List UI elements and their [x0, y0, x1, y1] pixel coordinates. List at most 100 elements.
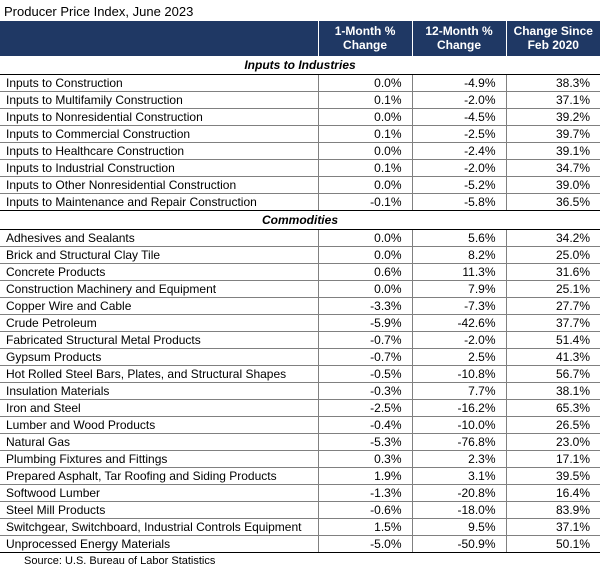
row-value: 16.4% — [506, 484, 600, 501]
row-value: -0.3% — [318, 382, 412, 399]
row-label: Construction Machinery and Equipment — [0, 280, 318, 297]
row-value: 51.4% — [506, 331, 600, 348]
header-12m: 12-Month % Change — [412, 21, 506, 56]
table-row: Plumbing Fixtures and Fittings0.3%2.3%17… — [0, 450, 600, 467]
row-label: Iron and Steel — [0, 399, 318, 416]
row-value: 56.7% — [506, 365, 600, 382]
table-row: Switchgear, Switchboard, Industrial Cont… — [0, 518, 600, 535]
row-value: 0.0% — [318, 246, 412, 263]
row-label: Gypsum Products — [0, 348, 318, 365]
source-text: Source: U.S. Bureau of Labor Statistics — [0, 553, 600, 567]
row-value: 65.3% — [506, 399, 600, 416]
table-row: Concrete Products0.6%11.3%31.6% — [0, 263, 600, 280]
row-label: Inputs to Maintenance and Repair Constru… — [0, 193, 318, 210]
row-value: 38.1% — [506, 382, 600, 399]
table-row: Unprocessed Energy Materials-5.0%-50.9%5… — [0, 535, 600, 552]
row-label: Inputs to Nonresidential Construction — [0, 108, 318, 125]
table-row: Inputs to Commercial Construction0.1%-2.… — [0, 125, 600, 142]
row-value: -7.3% — [412, 297, 506, 314]
row-value: 39.0% — [506, 176, 600, 193]
row-value: 27.7% — [506, 297, 600, 314]
row-value: 39.1% — [506, 142, 600, 159]
row-value: -0.7% — [318, 348, 412, 365]
row-value: -10.0% — [412, 416, 506, 433]
table-row: Inputs to Nonresidential Construction0.0… — [0, 108, 600, 125]
row-label: Unprocessed Energy Materials — [0, 535, 318, 552]
row-label: Insulation Materials — [0, 382, 318, 399]
table-row: Inputs to Industrial Construction0.1%-2.… — [0, 159, 600, 176]
row-value: 0.6% — [318, 263, 412, 280]
ppi-table: 1-Month % Change 12-Month % Change Chang… — [0, 21, 600, 553]
table-row: Copper Wire and Cable-3.3%-7.3%27.7% — [0, 297, 600, 314]
row-label: Hot Rolled Steel Bars, Plates, and Struc… — [0, 365, 318, 382]
section-header: Inputs to Industries — [0, 56, 600, 75]
row-label: Inputs to Industrial Construction — [0, 159, 318, 176]
table-row: Inputs to Construction0.0%-4.9%38.3% — [0, 74, 600, 91]
table-row: Inputs to Other Nonresidential Construct… — [0, 176, 600, 193]
row-value: 39.2% — [506, 108, 600, 125]
row-label: Lumber and Wood Products — [0, 416, 318, 433]
row-value: 34.2% — [506, 229, 600, 246]
row-value: -76.8% — [412, 433, 506, 450]
row-label: Plumbing Fixtures and Fittings — [0, 450, 318, 467]
section-header: Commodities — [0, 210, 600, 229]
row-label: Fabricated Structural Metal Products — [0, 331, 318, 348]
row-value: 11.3% — [412, 263, 506, 280]
row-value: 26.5% — [506, 416, 600, 433]
table-row: Crude Petroleum-5.9%-42.6%37.7% — [0, 314, 600, 331]
row-value: 2.5% — [412, 348, 506, 365]
table-row: Natural Gas-5.3%-76.8%23.0% — [0, 433, 600, 450]
row-value: 0.0% — [318, 280, 412, 297]
row-value: 0.0% — [318, 229, 412, 246]
row-value: -50.9% — [412, 535, 506, 552]
table-row: Construction Machinery and Equipment0.0%… — [0, 280, 600, 297]
row-value: 37.1% — [506, 518, 600, 535]
row-value: -1.3% — [318, 484, 412, 501]
row-value: 37.7% — [506, 314, 600, 331]
row-label: Inputs to Healthcare Construction — [0, 142, 318, 159]
table-head: 1-Month % Change 12-Month % Change Chang… — [0, 21, 600, 56]
row-value: 31.6% — [506, 263, 600, 280]
row-label: Crude Petroleum — [0, 314, 318, 331]
row-value: 2.3% — [412, 450, 506, 467]
row-value: 17.1% — [506, 450, 600, 467]
row-value: 0.3% — [318, 450, 412, 467]
row-value: 25.0% — [506, 246, 600, 263]
row-label: Inputs to Multifamily Construction — [0, 91, 318, 108]
row-value: 38.3% — [506, 74, 600, 91]
table-row: Prepared Asphalt, Tar Roofing and Siding… — [0, 467, 600, 484]
row-value: 5.6% — [412, 229, 506, 246]
row-value: -2.5% — [318, 399, 412, 416]
row-value: -0.4% — [318, 416, 412, 433]
ppi-table-container: Producer Price Index, June 2023 1-Month … — [0, 0, 600, 567]
row-value: -0.5% — [318, 365, 412, 382]
row-value: -2.0% — [412, 331, 506, 348]
row-label: Inputs to Commercial Construction — [0, 125, 318, 142]
row-value: 25.1% — [506, 280, 600, 297]
table-row: Brick and Structural Clay Tile0.0%8.2%25… — [0, 246, 600, 263]
row-value: -0.6% — [318, 501, 412, 518]
row-value: -10.8% — [412, 365, 506, 382]
row-label: Brick and Structural Clay Tile — [0, 246, 318, 263]
row-value: 41.3% — [506, 348, 600, 365]
row-value: 36.5% — [506, 193, 600, 210]
header-blank — [0, 21, 318, 56]
row-label: Copper Wire and Cable — [0, 297, 318, 314]
row-value: -5.0% — [318, 535, 412, 552]
row-value: -2.5% — [412, 125, 506, 142]
row-value: 0.0% — [318, 74, 412, 91]
header-1m: 1-Month % Change — [318, 21, 412, 56]
row-value: -16.2% — [412, 399, 506, 416]
row-value: 0.1% — [318, 159, 412, 176]
table-row: Steel Mill Products-0.6%-18.0%83.9% — [0, 501, 600, 518]
row-label: Prepared Asphalt, Tar Roofing and Siding… — [0, 467, 318, 484]
table-row: Lumber and Wood Products-0.4%-10.0%26.5% — [0, 416, 600, 433]
row-value: 1.9% — [318, 467, 412, 484]
row-value: 0.0% — [318, 108, 412, 125]
table-row: Inputs to Healthcare Construction0.0%-2.… — [0, 142, 600, 159]
row-value: -18.0% — [412, 501, 506, 518]
row-value: 39.5% — [506, 467, 600, 484]
row-value: 3.1% — [412, 467, 506, 484]
row-value: -4.5% — [412, 108, 506, 125]
page-title: Producer Price Index, June 2023 — [0, 0, 600, 21]
